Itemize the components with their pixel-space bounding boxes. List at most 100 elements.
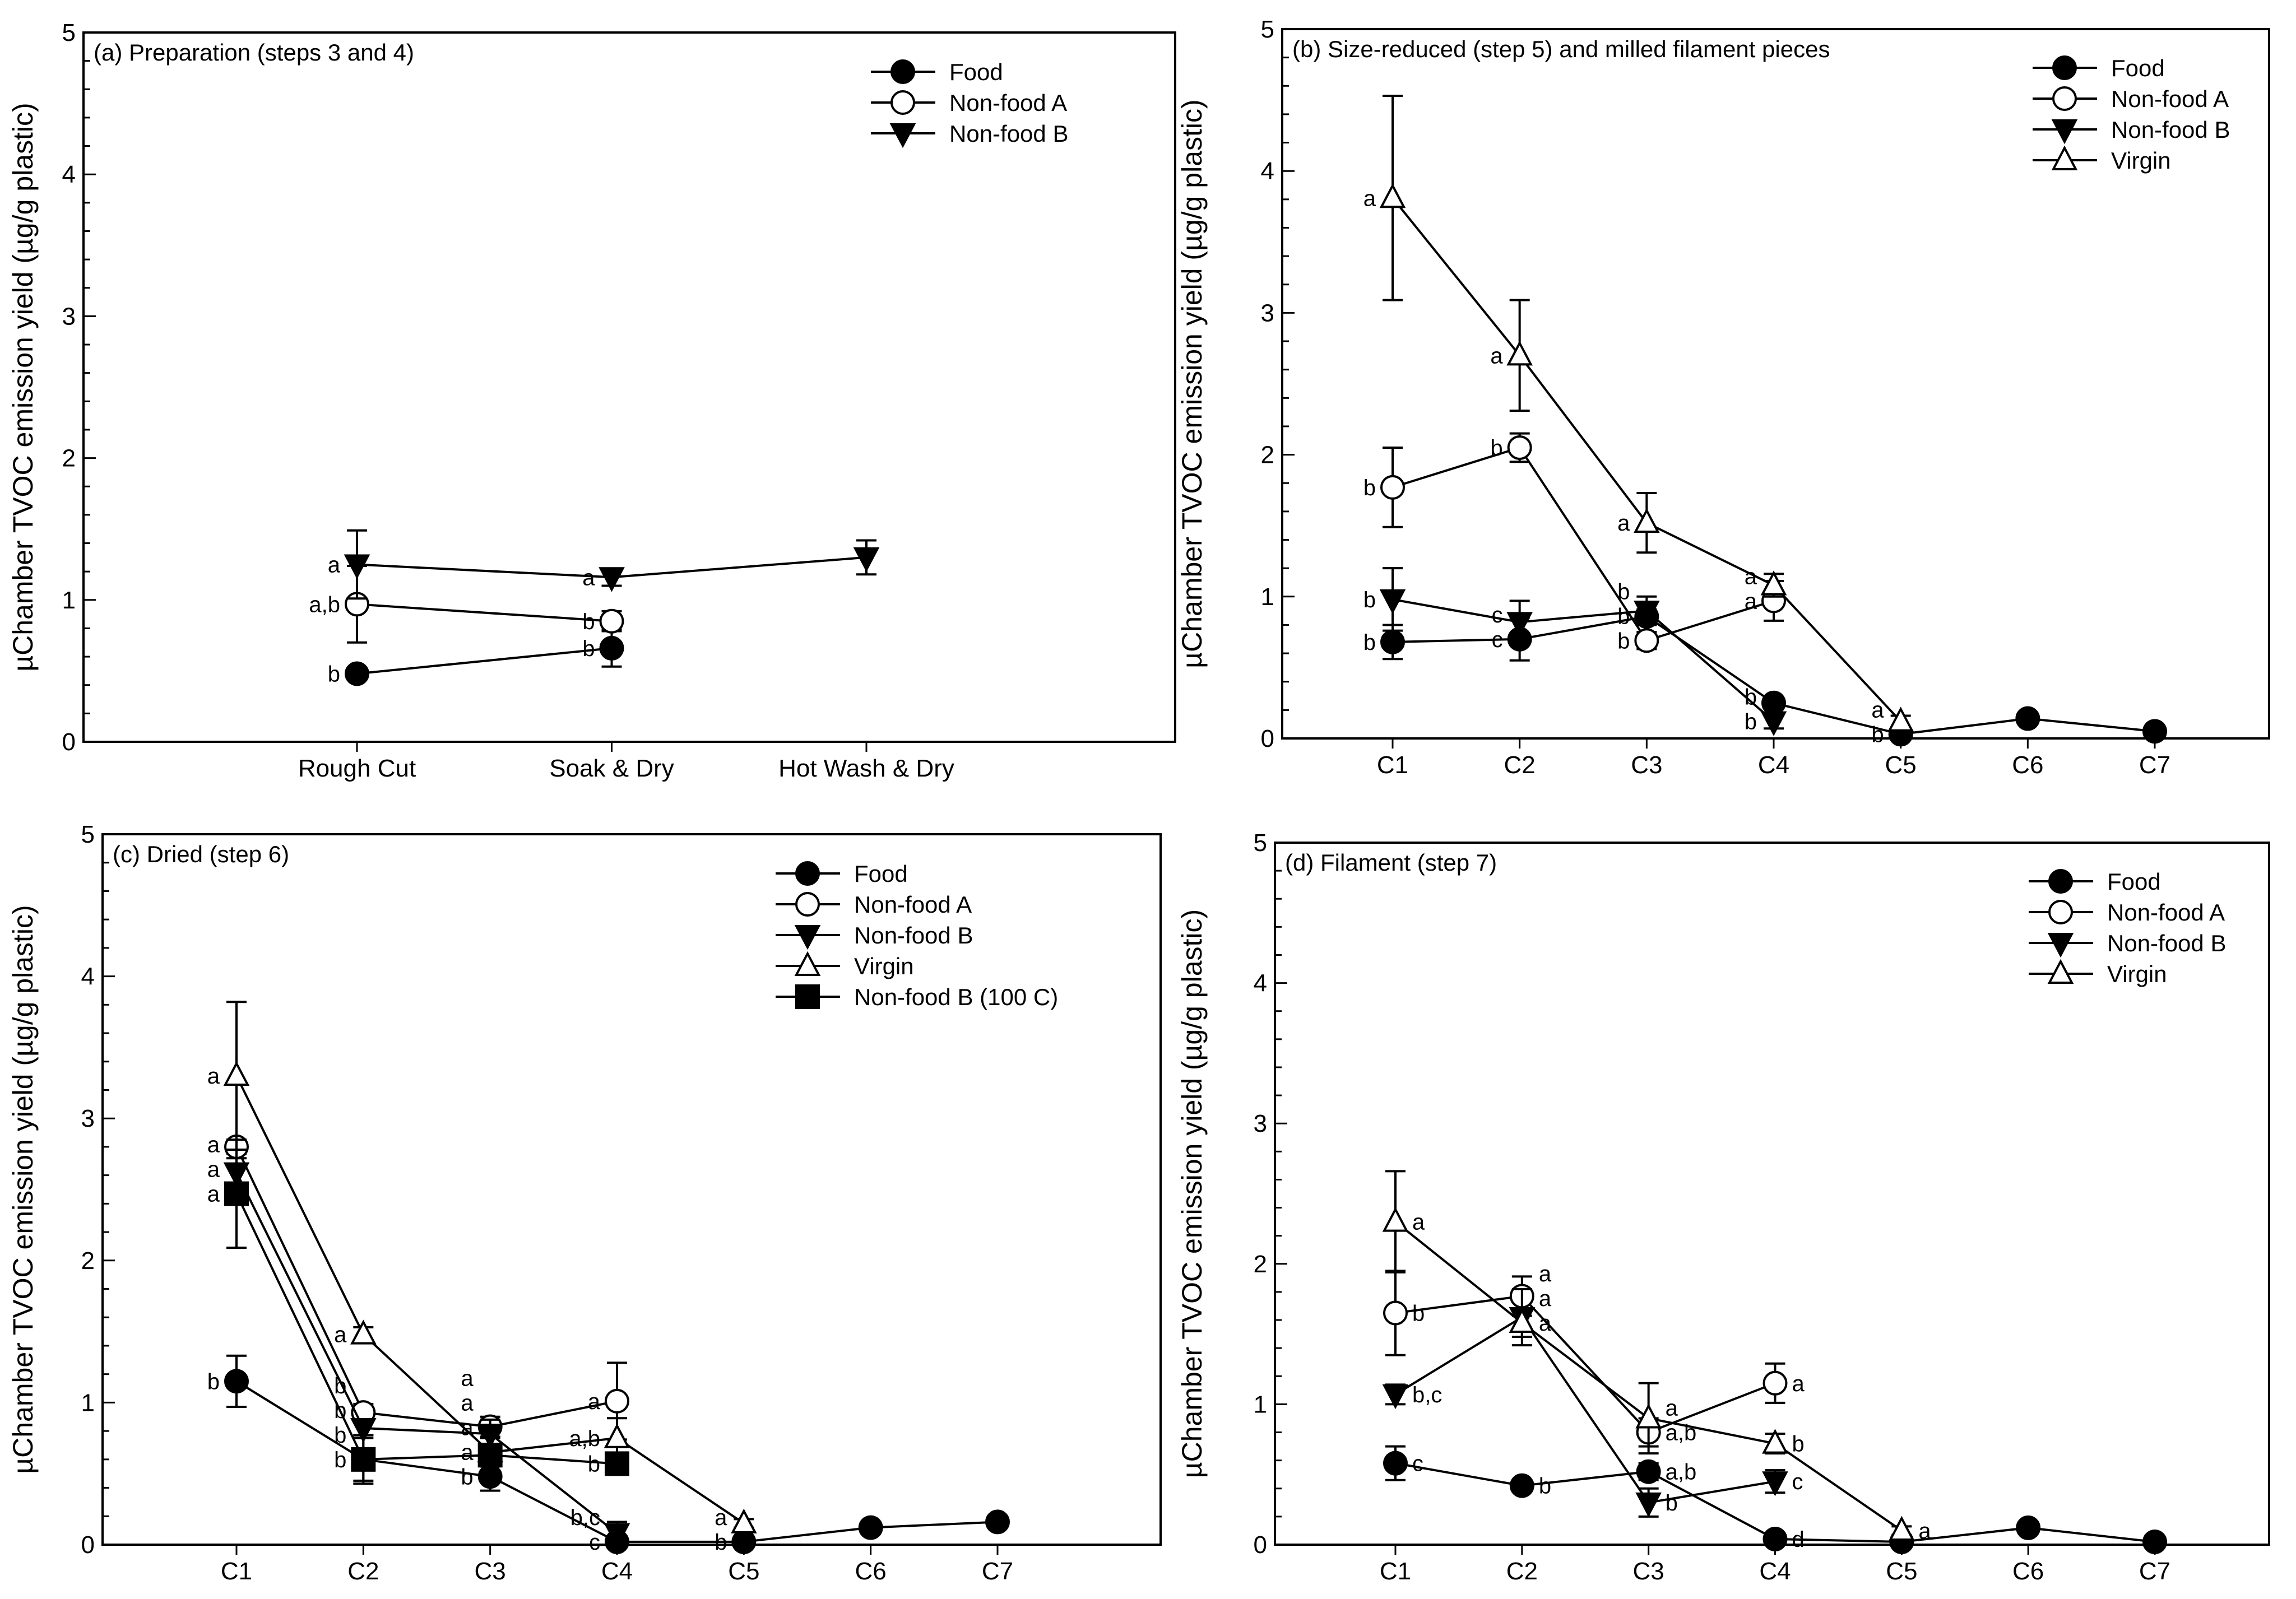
legend-marker — [2052, 86, 2077, 111]
y-tick-label: 0 — [81, 1531, 95, 1559]
data-point — [1762, 1370, 1788, 1396]
legend-entry: Virgin — [776, 951, 914, 979]
y-tick-label: 2 — [1261, 441, 1274, 469]
legend-marker — [795, 984, 820, 1009]
data-point — [351, 1447, 376, 1472]
data-point — [224, 1181, 249, 1206]
y-tick-label: 0 — [1254, 1531, 1267, 1559]
significance-letter: b — [328, 662, 340, 686]
x-tick-label: C6 — [2012, 1558, 2044, 1585]
data-point — [1636, 1459, 1661, 1484]
data-point — [223, 1061, 250, 1086]
series-line — [356, 603, 612, 622]
significance-letter: a — [1539, 1311, 1552, 1336]
significance-letter: a — [1412, 1210, 1425, 1235]
series-food: bb — [328, 628, 624, 686]
data-point — [477, 1424, 503, 1449]
x-tick-label: Rough Cut — [298, 755, 416, 782]
data-point — [604, 1423, 630, 1448]
data-point — [1507, 435, 1532, 460]
x-tick-label: C4 — [1758, 751, 1789, 779]
data-point — [1383, 1451, 1408, 1476]
legend-entry: Non-food A — [2029, 899, 2225, 926]
significance-letter: b — [582, 636, 595, 661]
data-point — [1635, 1403, 1662, 1429]
data-point — [599, 608, 624, 634]
legend-label: Non-food B (100 C) — [854, 984, 1058, 1010]
significance-letter: a — [1666, 1396, 1678, 1421]
legend-marker — [795, 861, 820, 886]
legend-label: Virgin — [2107, 961, 2167, 987]
data-point — [344, 554, 370, 579]
y-tick-label: 5 — [81, 821, 95, 848]
series-line — [235, 1146, 618, 1428]
x-tick-label: C2 — [1504, 751, 1536, 779]
significance-letter: c — [1792, 1470, 1803, 1494]
data-point — [2142, 1529, 2167, 1554]
legend-label: Food — [949, 59, 1003, 85]
significance-letter: a — [207, 1158, 220, 1182]
significance-letter: c — [1492, 627, 1503, 652]
legend-label: Virgin — [2111, 147, 2171, 174]
significance-letter: b — [715, 1530, 727, 1555]
series-line — [1395, 1295, 1776, 1434]
y-axis-label: µChamber TVOC emission yield (µg/g plast… — [1176, 99, 1208, 668]
data-point — [2016, 1515, 2041, 1540]
data-point — [1887, 706, 1914, 732]
legend-entry: Food — [871, 59, 1003, 85]
legend-marker — [794, 925, 821, 950]
y-tick-label: 3 — [1261, 299, 1274, 327]
significance-letter: a — [1918, 1519, 1931, 1544]
legend-label: Food — [2107, 868, 2161, 895]
x-tick-label: C1 — [1377, 751, 1408, 779]
y-tick-label: 2 — [62, 445, 76, 472]
plot-frame — [1281, 28, 2270, 740]
data-point — [1380, 475, 1405, 500]
legend-entry: Virgin — [2029, 959, 2167, 987]
significance-letter: a — [582, 565, 595, 590]
data-point — [1760, 711, 1787, 736]
significance-letter: b — [1745, 710, 1757, 735]
legend-marker — [890, 90, 915, 115]
y-tick-label: 1 — [62, 587, 76, 614]
data-point — [985, 1509, 1010, 1535]
data-point — [224, 1369, 249, 1394]
legend-entry: Non-food B — [871, 120, 1068, 148]
x-tick-label: C5 — [1886, 1558, 1917, 1585]
y-axis-label: µChamber TVOC emission yield (µg/g plast… — [1176, 909, 1208, 1478]
y-tick-label: 2 — [81, 1247, 95, 1275]
legend-marker — [2052, 55, 2077, 80]
data-point — [604, 1523, 630, 1549]
series-line — [1394, 1316, 1775, 1504]
series-line — [1392, 598, 1775, 723]
significance-letter: b — [207, 1369, 220, 1394]
panel-title: (a) Preparation (steps 3 and 4) — [94, 39, 414, 66]
significance-letter: b — [334, 1448, 346, 1472]
legend-entry: Non-food B — [2033, 117, 2230, 145]
panel-title: (d) Filament (step 7) — [1285, 849, 1497, 876]
legend-marker — [794, 951, 821, 976]
legend-entry: Food — [776, 861, 908, 887]
data-point — [1635, 1492, 1662, 1518]
x-tick-label: C7 — [982, 1558, 1013, 1585]
legend-label: Non-food B — [854, 922, 973, 949]
legend-label: Food — [854, 861, 908, 887]
data-point — [1762, 1526, 1788, 1551]
y-tick-label: 1 — [81, 1389, 95, 1416]
legend-label: Virgin — [854, 953, 914, 979]
significance-letter: b — [334, 1423, 346, 1448]
significance-letter: a — [207, 1133, 220, 1158]
x-tick-label: C1 — [1380, 1558, 1411, 1585]
data-point — [605, 1388, 629, 1414]
significance-letter: d — [1792, 1527, 1805, 1552]
x-tick-label: C6 — [2012, 751, 2043, 779]
data-point — [1634, 601, 1660, 626]
y-tick-label: 4 — [1261, 157, 1274, 185]
data-point — [477, 1464, 503, 1489]
series-non-food-a: a,b b — [309, 565, 624, 644]
legend-label: Non-food A — [2107, 899, 2225, 926]
significance-letter: a — [1490, 343, 1503, 368]
